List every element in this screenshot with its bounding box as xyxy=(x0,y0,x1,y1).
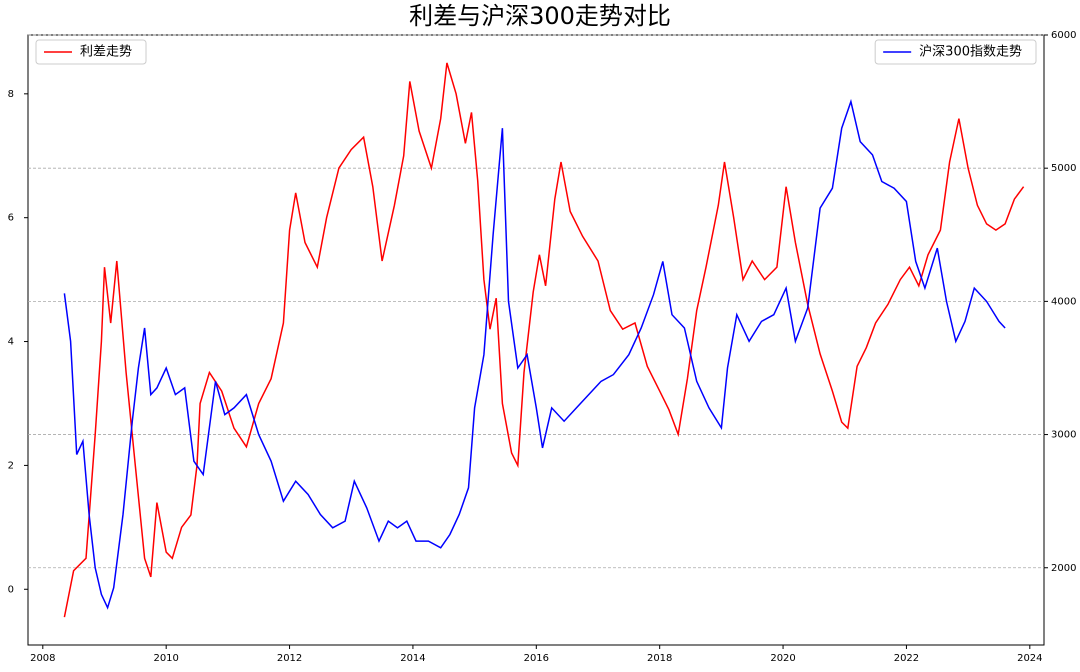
x-tick-label: 2020 xyxy=(770,653,795,664)
x-tick-label: 2010 xyxy=(153,653,178,664)
y2-tick-label: 4000 xyxy=(1051,296,1076,307)
y-tick-label: 4 xyxy=(8,337,14,348)
x-tick-label: 2018 xyxy=(647,653,672,664)
legend-label: 沪深300指数走势 xyxy=(919,44,1022,60)
legend-box xyxy=(35,39,147,65)
x-tick-label: 2024 xyxy=(1017,653,1042,664)
x-tick-label: 2014 xyxy=(400,653,425,664)
line-series xyxy=(63,98,1006,610)
y-tick-label: 6 xyxy=(8,213,14,224)
x-tick-label: 2016 xyxy=(524,653,549,664)
y-tick-label: 8 xyxy=(8,89,14,100)
legend-box xyxy=(874,39,1037,65)
line-series xyxy=(63,62,1025,618)
x-tick-label: 2022 xyxy=(894,653,919,664)
y2-tick-label: 5000 xyxy=(1051,163,1076,174)
y2-tick-label: 2000 xyxy=(1051,563,1076,574)
legend-label: 利差走势 xyxy=(80,44,132,60)
y2-tick-label: 3000 xyxy=(1051,430,1076,441)
x-tick-label: 2008 xyxy=(30,653,55,664)
y2-tick-label: 6000 xyxy=(1051,30,1076,41)
plot-frame xyxy=(27,34,1045,646)
chart-title: 利差与沪深300走势对比 xyxy=(409,2,671,30)
legend: 利差走势 xyxy=(35,39,147,65)
y-tick-label: 2 xyxy=(8,460,14,471)
y-tick-label: 0 xyxy=(8,584,14,595)
legend: 沪深300指数走势 xyxy=(874,39,1037,65)
x-tick-label: 2012 xyxy=(277,653,302,664)
